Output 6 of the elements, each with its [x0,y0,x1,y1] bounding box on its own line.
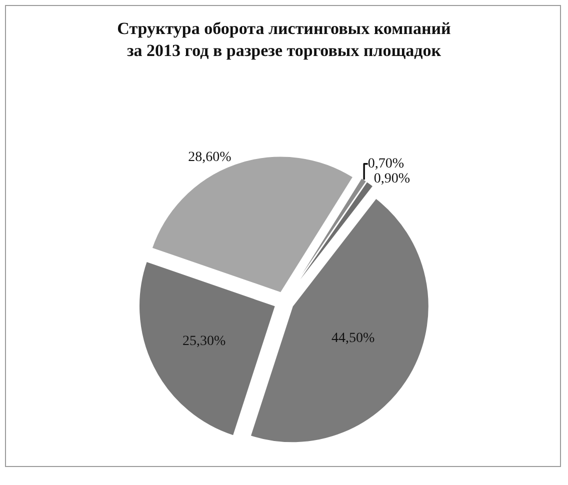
data-label: 0,90% [374,171,410,186]
data-label: 28,60% [188,150,232,165]
data-label: 25,30% [182,334,226,349]
data-label: 0,70% [368,156,404,172]
chart-title: Структура оборота листинговых компаний за 2013 год в разрезе торговых площадок [117,18,452,60]
data-label: 44,50% [331,330,375,346]
